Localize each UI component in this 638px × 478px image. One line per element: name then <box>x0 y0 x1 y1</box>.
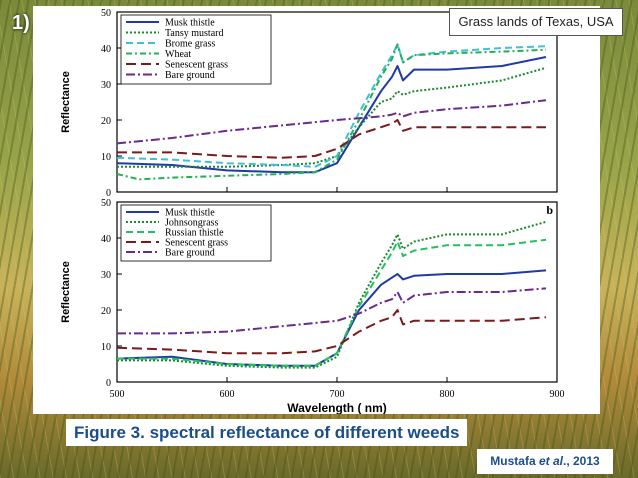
y-tick-label: 0 <box>106 188 111 199</box>
legend-label: Musk thistle <box>165 18 215 29</box>
x-tick-label: 500 <box>110 389 125 400</box>
legend-label: Brome grass <box>165 39 215 50</box>
y-axis-label: Reflectance <box>60 261 72 323</box>
series-line-wheat <box>116 43 547 181</box>
x-tick-label: 600 <box>220 389 235 400</box>
x-tick-label: 900 <box>550 389 565 400</box>
region-badge: Grass lands of Texas, USA <box>449 8 623 36</box>
series-line-musk-thistle <box>116 56 547 174</box>
figure-panel: 0 10 20 30 40 50 Reflectance Musk thistle Tansy … <box>33 6 600 415</box>
legend-label: Russian thistle <box>165 228 224 239</box>
citation: Mustafa et al., 2013 <box>477 449 613 474</box>
legend-box <box>120 14 272 85</box>
legend-label: Bare ground <box>165 248 215 259</box>
chart-panel-1: 0 10 20 30 40 50 Reflectance Musk thistleTansy … <box>60 8 558 199</box>
series-line-russian-thistle <box>117 238 547 367</box>
legend-label: Senescent grass <box>165 60 228 71</box>
legend-label: Senescent grass <box>165 238 228 249</box>
citation-author: Mustafa <box>490 454 539 468</box>
x-tick-label: 800 <box>440 389 455 400</box>
series-line-bare-ground <box>116 99 547 145</box>
x-axis-label: Wavelength ( nm) <box>287 401 387 414</box>
y-tick-label: 40 <box>101 44 111 55</box>
y-tick-label: 30 <box>101 270 111 281</box>
y-tick-label: 20 <box>101 306 111 317</box>
legend-label: Musk thistle <box>165 208 215 219</box>
series-line-senescent-grass <box>116 309 547 355</box>
y-tick-label: 0 <box>106 378 111 389</box>
series-line-johnsongrass <box>117 220 547 369</box>
chart-panel-2: 0 10 20 30 40 50 500 600 700 800 900 Reflectance Wav… <box>60 198 565 415</box>
slide-number: 1) <box>12 12 30 34</box>
y-axis-label: Reflectance <box>60 71 72 133</box>
series-line-tansy-mustard <box>117 66 547 168</box>
y-tick-label: 50 <box>101 198 111 209</box>
legend-label: Wheat <box>165 49 191 60</box>
y-tick-label: 20 <box>101 116 111 127</box>
y-tick-label: 40 <box>101 234 111 245</box>
x-tick-label: 700 <box>330 389 345 400</box>
panel-label: b <box>546 203 553 217</box>
series-line-senescent-grass <box>117 119 546 159</box>
y-tick-label: 10 <box>101 152 111 163</box>
legend-label: Bare ground <box>165 70 215 81</box>
series-line-musk-thistle <box>116 269 547 367</box>
citation-etal: et al <box>538 454 563 468</box>
legend-label: Tansy mustard <box>165 28 223 39</box>
series-line-bare-ground <box>117 287 547 335</box>
y-tick-label: 10 <box>101 342 111 353</box>
y-tick-label: 50 <box>101 8 111 19</box>
citation-year: ., 2013 <box>563 454 600 468</box>
figure-caption: Figure 3. spectral reflectance of differ… <box>66 419 468 446</box>
y-tick-label: 30 <box>101 80 111 91</box>
legend-label: Johnsongrass <box>165 218 218 229</box>
